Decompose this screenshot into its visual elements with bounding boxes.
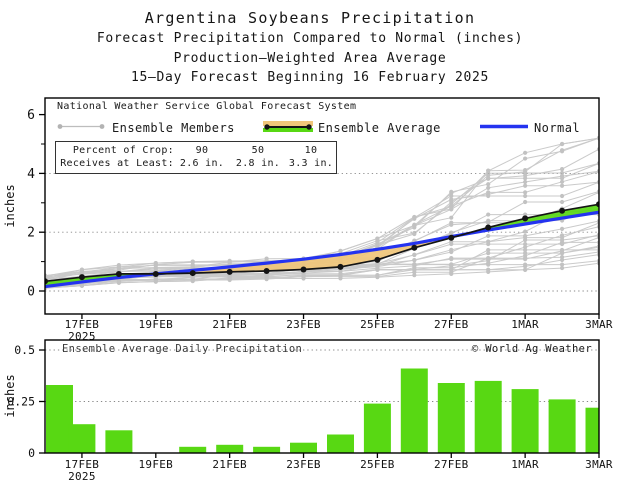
top-y-axis-title: inches: [3, 184, 17, 227]
ensemble-average-marker-icon: [263, 121, 313, 132]
top-y-tick-label: 6: [27, 108, 35, 123]
stats-pct-10: 10: [304, 145, 318, 156]
ensemble-members-marker-icon: [57, 124, 105, 129]
page-subtitle-1: Forecast Precipitation Compared to Norma…: [96, 31, 524, 46]
bottom-y-tick-label: 0.5: [14, 343, 35, 357]
daily-precip-bar: [68, 424, 96, 453]
stats-pct-90: 90: [195, 145, 209, 156]
daily-precip-bar: [585, 407, 599, 453]
daily-precip-bar: [437, 383, 465, 453]
top-y-tick-label: 4: [27, 167, 35, 182]
top-x-tick-label: 17FEB: [65, 318, 100, 331]
bottom-x-tick-label: 17FEB: [65, 458, 100, 471]
daily-precip-bar: [548, 399, 576, 453]
top-y-tick-label: 0: [27, 285, 35, 300]
bottom-chart-frame: [44, 339, 600, 454]
bottom-x-tick-label: 23FEB: [286, 458, 321, 471]
legend-ensemble-members-label: Ensemble Members: [112, 121, 235, 135]
legend-normal-label: Normal: [534, 121, 581, 135]
top-y-tick-label: 2: [27, 226, 35, 241]
daily-precip-bar: [400, 368, 428, 453]
bottom-chart-title: Ensemble Average Daily Precipitation: [62, 343, 303, 355]
top-x-tick-label: 19FEB: [138, 318, 173, 331]
bottom-y-tick-label: 0.25: [7, 395, 35, 409]
top-x-tick-label: 27FEB: [434, 318, 469, 331]
bottom-y-axis-title: inches: [3, 374, 17, 417]
bottom-x-tick-label: 21FEB: [212, 458, 247, 471]
daily-precip-bar: [216, 444, 244, 453]
stats-amt-10: 3.3 in.: [288, 158, 334, 169]
page-subtitle-2: Production–Weighted Area Average: [173, 50, 447, 66]
daily-precip-bar: [474, 380, 502, 453]
ensemble-average-line: [45, 201, 599, 285]
legend-source-label: National Weather Service Global Forecast…: [57, 101, 357, 112]
top-chart-axes: 0 2 4 6 17FEB 19FEB 21FEB 23FEB 25FEB 27FEB 1MAR 3M…: [3, 108, 613, 343]
page-subtitle-3: 15–Day Forecast Beginning 16 February 20…: [130, 70, 490, 85]
legend-ensemble-average-label: Ensemble Average: [318, 121, 441, 135]
stats-pct-50: 50: [251, 145, 265, 156]
daily-precip-bars: [46, 368, 599, 453]
stats-row1-label: Percent of Crop:: [72, 145, 174, 156]
normal-line: [45, 210, 599, 289]
bottom-x-tick-label: 19FEB: [138, 458, 173, 471]
copyright-watermark: © World Ag Weather: [471, 343, 592, 355]
stats-amt-90: 2.6 in.: [179, 158, 225, 169]
top-chart-frame: [44, 97, 600, 315]
bottom-y-tick-label: 0: [28, 446, 35, 460]
top-x-tick-label: 25FEB: [360, 318, 395, 331]
bottom-x-tick-label: 3MAR: [585, 458, 613, 471]
bottom-chart-axes: 0 0.25 0.5 17FEB 19FEB 21FEB 23FEB 25FEB 27FEB 1M…: [3, 343, 613, 483]
daily-precip-bar: [179, 446, 207, 453]
bottom-x-tick-label: 25FEB: [360, 458, 395, 471]
normal-line-marker-icon: [480, 124, 528, 129]
title-block: Argentina Soybeans Precipitation Forecas…: [0, 7, 620, 88]
daily-precip-bar: [327, 434, 354, 453]
page-title: Argentina Soybeans Precipitation: [144, 9, 476, 27]
top-x-year-label: 2025: [68, 330, 96, 343]
daily-precip-bar: [105, 430, 133, 453]
daily-precip-bar: [511, 389, 539, 453]
crop-stats-box: Percent of Crop: 90 50 10 Receives at Le…: [55, 141, 337, 174]
bottom-x-tick-label: 1MAR: [511, 458, 539, 471]
bottom-x-year-label: 2025: [68, 470, 96, 483]
top-x-tick-label: 23FEB: [286, 318, 321, 331]
top-x-tick-label: 3MAR: [585, 318, 613, 331]
top-x-tick-label: 1MAR: [511, 318, 539, 331]
daily-precip-bar: [363, 403, 391, 453]
stats-amt-50: 2.8 in.: [235, 158, 281, 169]
daily-precip-bar: [253, 446, 281, 453]
top-x-tick-label: 21FEB: [212, 318, 247, 331]
bottom-x-tick-label: 27FEB: [434, 458, 469, 471]
stats-row2-label: Receives at Least:: [60, 158, 174, 169]
daily-precip-bar: [290, 442, 317, 453]
